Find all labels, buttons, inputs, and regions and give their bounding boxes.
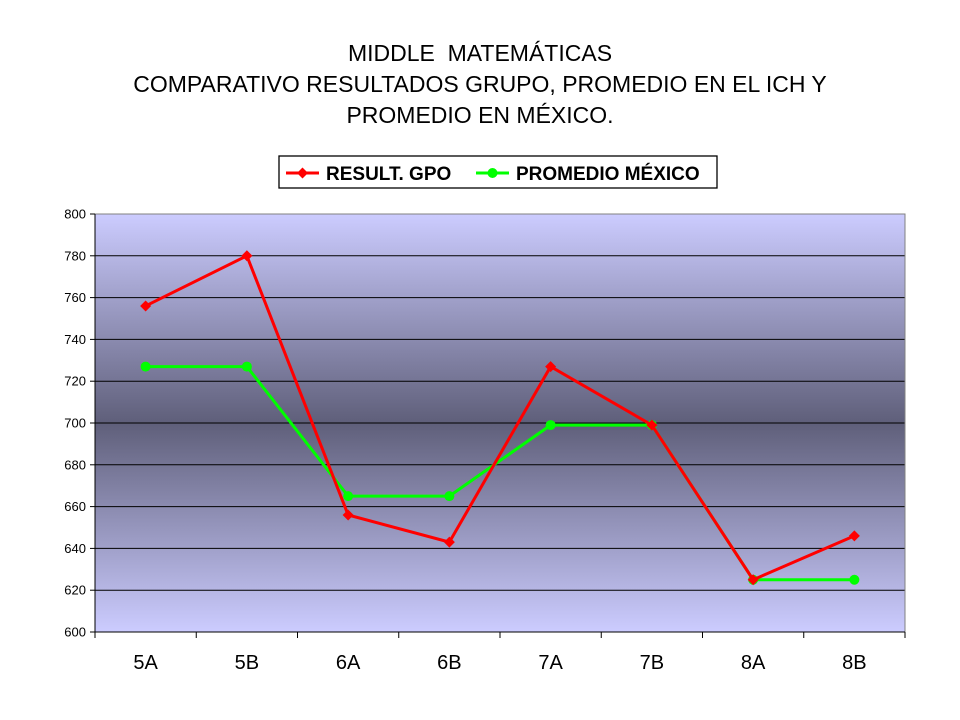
data-point: [140, 361, 151, 372]
data-point: [241, 250, 253, 262]
data-point: [646, 419, 658, 431]
legend-label: RESULT. GPO: [326, 164, 451, 185]
y-tick-label: 660: [64, 499, 86, 514]
data-point: [343, 491, 354, 502]
legend-label: PROMEDIO MÉXICO: [516, 163, 700, 185]
data-point: [140, 300, 152, 312]
chart-title-line-1: MIDDLE MATEMÁTICAS: [347, 40, 613, 66]
chart-title-line-3: PROMEDIO EN MÉXICO.: [346, 102, 614, 128]
x-tick-label: 7A: [538, 652, 563, 674]
data-point: [848, 530, 860, 542]
y-tick-label: 700: [64, 416, 86, 431]
y-tick-label: 760: [64, 290, 86, 305]
x-tick-label: 8B: [842, 652, 866, 674]
legend-swatch-marker: [297, 167, 308, 179]
legend-swatch-marker: [487, 168, 498, 178]
y-tick-label: 620: [64, 583, 86, 598]
data-point: [545, 361, 557, 373]
data-point: [241, 361, 252, 372]
y-tick-label: 800: [64, 207, 86, 222]
y-tick-label: 720: [64, 374, 86, 389]
y-tick-label: 640: [64, 541, 86, 556]
x-tick-label: 7B: [640, 652, 664, 674]
x-tick-label: 8A: [741, 652, 766, 674]
series-1: [140, 250, 860, 586]
data-point: [545, 420, 556, 431]
x-tick-label: 6A: [336, 652, 361, 674]
y-tick-label: 780: [64, 248, 86, 263]
y-tick-label: 740: [64, 332, 86, 347]
legend: RESULT. GPO PROMEDIO MÉXICO: [278, 155, 718, 189]
data-point: [849, 574, 860, 585]
data-point: [444, 491, 455, 502]
chart-title: MIDDLE MATEMÁTICAS COMPARATIVO RESULTADO…: [0, 38, 960, 131]
x-tick-label: 5A: [133, 652, 158, 674]
x-tick-label: 5B: [235, 652, 259, 674]
series-line: [144, 253, 855, 582]
y-tick-label: 680: [64, 457, 86, 472]
data-point: [342, 509, 354, 521]
y-tick-label: 600: [64, 625, 86, 640]
chart-title-line-2: COMPARATIVO RESULTADOS GRUPO, PROMEDIO E…: [133, 71, 827, 97]
x-tick-label: 6B: [437, 652, 461, 674]
data-point: [443, 536, 455, 548]
data-point: [747, 574, 759, 586]
